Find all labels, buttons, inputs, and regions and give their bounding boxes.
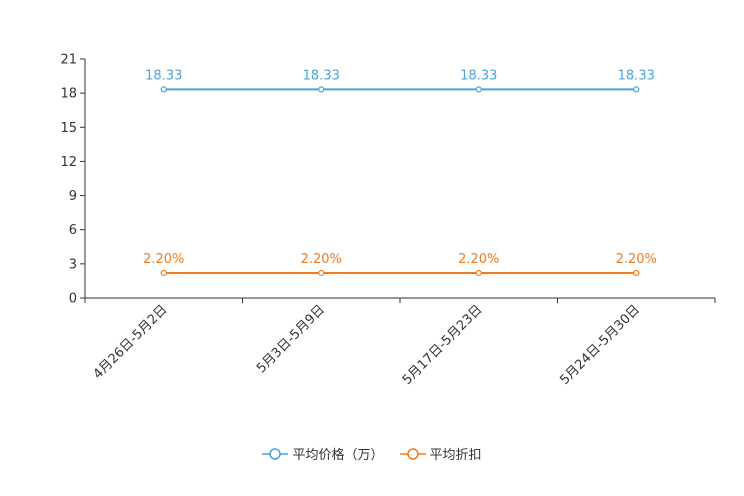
series-1-point-3: [633, 269, 640, 277]
legend-item-avg-price[interactable]: 平均价格（万）: [262, 444, 384, 463]
series-1-data-label-1: 2.20%: [301, 252, 342, 267]
series-1-data-label-2: 2.20%: [458, 252, 499, 267]
y-tick-label-1: 3: [69, 257, 77, 272]
y-tick-label-2: 6: [69, 223, 77, 238]
series-1-data-label-3: 2.20%: [616, 252, 657, 267]
y-tick-label-4: 12: [60, 155, 77, 170]
legend-label-avg-price: 平均价格（万）: [292, 448, 384, 463]
series-0-point-2: [475, 86, 482, 93]
y-tick-label-6: 18: [60, 87, 77, 102]
y-tick-label-5: 15: [60, 121, 77, 136]
series-1-point-2: [475, 269, 482, 277]
series-0-point-3: [633, 86, 640, 93]
legend: 平均价格（万） 平均折扣: [0, 444, 744, 463]
series-0-point-1: [318, 86, 325, 93]
x-tick-label-3: 5月24日-5月30日: [557, 302, 643, 388]
y-tick-label-7: 21: [60, 53, 77, 68]
series-0-data-label-1: 18.33: [303, 68, 340, 83]
y-tick-label-0: 0: [69, 292, 77, 307]
legend-marker-avg-discount: [399, 447, 426, 460]
series-0-data-label-3: 18.33: [618, 68, 655, 83]
series-1-data-label-0: 2.20%: [143, 252, 184, 267]
legend-marker-avg-price: [262, 447, 289, 460]
series-0-data-label-2: 18.33: [460, 68, 497, 83]
x-tick-label-1: 5月3日-5月9日: [254, 302, 328, 376]
legend-item-avg-discount[interactable]: 平均折扣: [399, 444, 482, 463]
series-1-point-1: [318, 269, 325, 277]
series-1-point-0: [160, 269, 167, 277]
y-tick-label-3: 9: [69, 189, 77, 204]
x-tick-label-2: 5月17日-5月23日: [400, 302, 486, 388]
series-0-point-0: [160, 86, 167, 93]
legend-label-avg-discount: 平均折扣: [429, 448, 482, 463]
x-tick-label-0: 4月26日-5月2日: [91, 302, 171, 382]
series-0-data-label-0: 18.33: [145, 68, 182, 83]
